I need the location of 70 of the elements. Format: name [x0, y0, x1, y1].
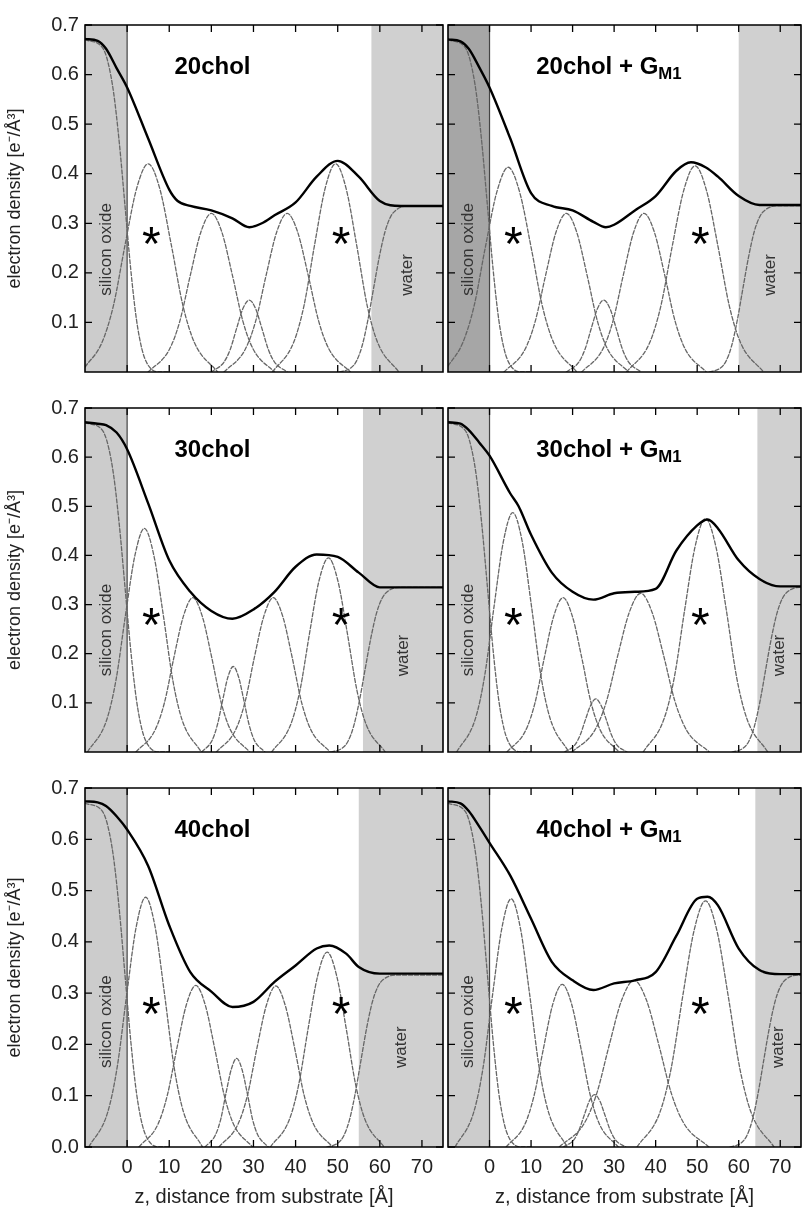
x-axis-title: z, distance from substrate [Å] — [134, 1184, 394, 1207]
annotation: * — [331, 987, 351, 1041]
band-label: silicon oxide — [458, 583, 478, 677]
y-axis-title: electron density [e⁻/Å³] — [3, 877, 24, 1058]
y-tick-label: 0.6 — [51, 62, 79, 85]
y-tick-label: 0.2 — [51, 260, 79, 283]
annotation: * — [503, 217, 523, 271]
y-tick-label: 0.3 — [51, 592, 79, 615]
y-axis-title: electron density [e⁻/Å³] — [3, 489, 24, 671]
y-tick-label: 0.7 — [51, 395, 79, 418]
annotation: * — [503, 987, 523, 1041]
annotation: * — [691, 217, 710, 271]
y-axis-title: electron density [e⁻/Å³] — [3, 108, 24, 289]
x-tick-label: 10 — [158, 1154, 181, 1177]
annotation: * — [141, 217, 161, 271]
text: 20chol — [174, 51, 251, 79]
band-label: silicon oxide — [458, 975, 478, 1069]
y-tick-label: 0.7 — [51, 775, 79, 798]
annotation: * — [331, 598, 351, 652]
x-tick-label: 60 — [368, 1154, 391, 1177]
y-tick-label: 0.5 — [51, 878, 79, 901]
x-tick-label: 50 — [326, 1154, 349, 1177]
x-tick-label: 20 — [200, 1154, 223, 1177]
text: 40chol — [174, 814, 251, 842]
y-tick-label: 0.1 — [51, 1083, 79, 1106]
y-tick-label: 0.4 — [51, 929, 79, 952]
y-tick-label: 0.1 — [51, 309, 79, 332]
y-tick-label: 0.4 — [51, 161, 79, 184]
annotation: * — [141, 598, 161, 652]
x-tick-label: 30 — [242, 1154, 265, 1177]
x-axis-title: z, distance from substrate [Å] — [495, 1184, 754, 1207]
y-tick-label: 0.6 — [51, 826, 79, 849]
text: 30chol — [174, 434, 251, 462]
y-tick-label: 0.4 — [51, 542, 79, 565]
band-label: silicon oxide — [458, 203, 478, 296]
x-tick-label: 40 — [284, 1154, 307, 1177]
y-tick-label: 0.0 — [51, 1134, 79, 1157]
annotation: * — [141, 987, 161, 1041]
x-tick-label: 70 — [769, 1154, 792, 1177]
band-label: silicon oxide — [95, 583, 115, 677]
band-label: water — [390, 1026, 410, 1070]
x-tick-label: 0 — [121, 1154, 133, 1177]
y-tick-label: 0.5 — [51, 111, 79, 134]
band-label: water — [759, 253, 779, 297]
x-tick-label: 20 — [561, 1154, 584, 1177]
annotation: * — [331, 217, 351, 271]
y-tick-label: 0.7 — [51, 12, 79, 35]
y-tick-label: 0.3 — [51, 210, 79, 233]
annotation: * — [503, 598, 523, 652]
y-tick-label: 0.6 — [51, 444, 79, 467]
x-tick-label: 0 — [483, 1154, 496, 1177]
annotation: * — [691, 598, 710, 652]
band-label: water — [392, 634, 412, 678]
x-tick-label: 60 — [727, 1154, 750, 1177]
y-tick-label: 0.5 — [51, 493, 79, 516]
annotation: * — [691, 987, 710, 1041]
band-label: water — [767, 1026, 787, 1070]
y-tick-label: 0.3 — [51, 980, 79, 1003]
x-tick-label: 30 — [602, 1154, 626, 1177]
band-label: water — [768, 634, 788, 678]
x-tick-label: 70 — [410, 1154, 434, 1177]
band-label: silicon oxide — [95, 975, 115, 1069]
x-tick-label: 50 — [686, 1154, 709, 1177]
band-label: silicon oxide — [95, 203, 115, 296]
x-tick-label: 40 — [644, 1154, 667, 1177]
x-tick-label: 10 — [519, 1154, 543, 1177]
y-tick-label: 0.1 — [51, 690, 79, 713]
y-tick-label: 0.2 — [51, 1031, 79, 1054]
band-label: water — [396, 253, 416, 297]
y-tick-label: 0.2 — [51, 641, 79, 664]
